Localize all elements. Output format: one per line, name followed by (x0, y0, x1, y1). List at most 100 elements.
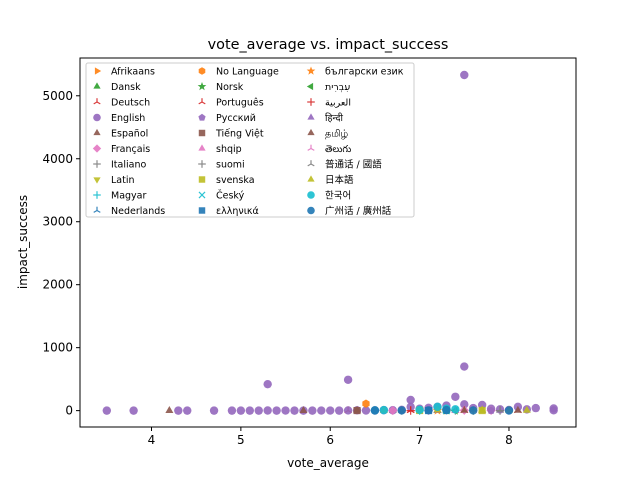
legend-label: Afrikaans (111, 67, 155, 78)
data-point (326, 406, 335, 415)
legend-marker (307, 160, 315, 167)
data-point (531, 403, 540, 413)
legend-label: 日本語 (325, 174, 354, 186)
x-tick-label: 5 (237, 433, 245, 447)
data-point (263, 379, 272, 389)
data-point (415, 405, 424, 415)
data-point (129, 406, 138, 415)
legend-marker (92, 144, 102, 153)
data-point (478, 405, 487, 413)
legend-label: 普通话 / 國語 (325, 159, 382, 171)
data-point (522, 405, 531, 413)
legend-marker (93, 177, 101, 184)
x-axis-label: vote_average (287, 456, 369, 470)
data-point (460, 405, 469, 413)
plot-frame (79, 57, 577, 428)
legend-marker (197, 81, 207, 91)
y-axis-label: impact_success (16, 195, 30, 289)
data-point (513, 405, 522, 413)
y-tick-label: 2000 (42, 278, 73, 292)
legend-marker (93, 82, 101, 89)
legend-marker (94, 67, 102, 75)
legend-label: suomi (216, 160, 245, 171)
legend-label: 한국어 (325, 191, 351, 202)
data-point (227, 406, 237, 415)
y-tick-label: 0 (65, 404, 73, 418)
data-point (165, 406, 174, 413)
legend-marker (198, 207, 206, 214)
legend-label: తెలుగు (325, 144, 351, 155)
data-point (487, 406, 496, 414)
data-point (504, 406, 514, 415)
legend-marker (307, 191, 315, 199)
x-tick-label: 7 (416, 433, 424, 447)
legend-label: No Language (216, 67, 279, 78)
data-point (263, 406, 272, 415)
legend-marker (198, 176, 206, 183)
data-point (379, 405, 389, 415)
data-point (334, 406, 344, 415)
legend-label: Pусский (216, 113, 256, 124)
legend-marker (307, 144, 315, 151)
legend-marker (198, 98, 206, 105)
legend-marker (93, 128, 101, 136)
legend-label: Tiếng Việt (215, 129, 264, 140)
legend-marker (307, 98, 315, 106)
legend-label: Norsk (216, 82, 244, 93)
data-points (102, 70, 558, 416)
y-tick-label: 1000 (42, 341, 73, 355)
data-point (281, 406, 290, 415)
chart-title: vote_average vs. impact_success (208, 37, 449, 53)
legend-label: Deutsch (111, 98, 150, 109)
data-point (308, 406, 317, 415)
legend-label: Français (111, 144, 150, 155)
data-point (433, 402, 442, 412)
legend-marker (198, 129, 206, 137)
data-point (424, 406, 433, 415)
x-tick-label: 4 (148, 433, 156, 447)
legend-marker (307, 128, 315, 136)
y-tick-label: 3000 (42, 215, 73, 229)
data-point (370, 406, 380, 415)
legend-label: 广州话 / 廣州話 (325, 205, 392, 217)
data-point (272, 406, 281, 415)
data-point (343, 406, 353, 415)
legend-label: Dansk (111, 82, 141, 93)
data-point (102, 406, 112, 415)
legend-label: Italiano (111, 160, 146, 171)
legend-marker (93, 113, 101, 122)
legend-label: Português (216, 98, 264, 109)
legend-label: shqip (216, 144, 242, 155)
legend-marker (307, 206, 315, 215)
legend-marker (198, 144, 206, 151)
legend-marker (93, 98, 101, 105)
legend-label: Nederlands (111, 206, 165, 217)
legend-marker (93, 206, 101, 213)
data-point (460, 70, 469, 80)
data-point (460, 362, 469, 371)
legend-marker (198, 191, 206, 199)
legend-label: English (111, 113, 145, 124)
legend-label: Español (111, 129, 148, 140)
data-point (362, 399, 370, 408)
legend-label: Magyar (111, 191, 146, 202)
data-point (451, 392, 460, 401)
legend: Afrikaans Dansk Deutsch English Español Franç… (85, 62, 415, 218)
legend-label: العربية (325, 98, 351, 109)
legend-label: עִבְרִית (325, 82, 350, 93)
data-point (245, 406, 255, 415)
data-point (254, 406, 263, 415)
data-point (451, 405, 460, 414)
axis-ticks: 4 5 6 7 8 0 1000 2000 3000 4000 5000 (42, 89, 512, 447)
legend-label: हिन्दी (325, 112, 343, 124)
legend-marker (198, 67, 206, 75)
x-tick-label: 6 (326, 433, 334, 447)
data-point (209, 406, 219, 415)
data-point (317, 406, 326, 415)
data-point (460, 400, 469, 409)
data-point (361, 406, 371, 415)
legend-box (85, 62, 415, 218)
data-point (469, 406, 478, 415)
legend-marker (307, 175, 315, 182)
